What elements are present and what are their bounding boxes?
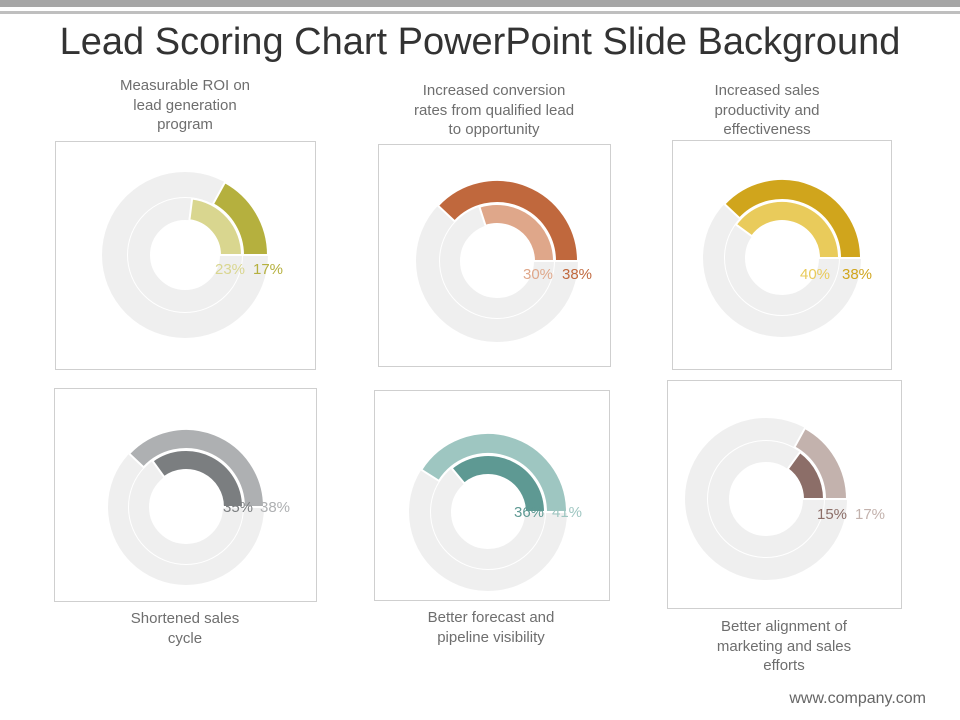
chart-panel-2: 30% 38% <box>378 144 611 367</box>
chart-3-caption: Increased sales productivity and effecti… <box>714 82 820 138</box>
chart-6-caption: Better alignment of marketing and sales … <box>716 618 852 674</box>
outer-value-label: 38% <box>260 499 290 516</box>
outer-value-label: 17% <box>253 261 283 278</box>
inner-value-label: 23% <box>215 261 245 278</box>
chart-5-caption: Better forecast and pipeline visibility <box>427 609 555 646</box>
inner-segment <box>734 200 841 259</box>
chart-panel-6: 15% 17% <box>667 380 902 609</box>
chart-2-caption: Increased conversion rates from qualifie… <box>413 82 575 138</box>
chart-panel-5: 36% 41% <box>374 390 610 601</box>
inner-value-label: 40% <box>800 266 830 283</box>
inner-segment <box>478 203 556 262</box>
chart-panel-3: 40% 38% <box>672 140 892 370</box>
inner-segment <box>450 454 547 513</box>
donut-chart-5: 36% 41% <box>409 432 582 591</box>
top-decor-line <box>0 11 960 14</box>
top-decor-bar <box>0 0 960 7</box>
inner-segment <box>188 197 244 256</box>
footer-url: www.company.com <box>789 690 926 707</box>
inner-value-label: 30% <box>523 266 553 283</box>
chart-1-caption: Measurable ROI on lead generation progra… <box>119 77 251 133</box>
chart-4-caption: Shortened sales cycle <box>130 610 240 647</box>
outer-value-label: 38% <box>842 266 872 283</box>
outer-value-label: 41% <box>552 504 582 521</box>
outer-value-label: 38% <box>562 266 592 283</box>
inner-value-label: 35% <box>223 499 253 516</box>
donut-chart-2: 30% 38% <box>416 179 592 342</box>
slide-title: Lead Scoring Chart PowerPoint Slide Back… <box>59 21 901 63</box>
inner-value-label: 15% <box>817 506 847 523</box>
donut-chart-1: 23% 17% <box>102 172 283 338</box>
outer-value-label: 17% <box>855 506 885 523</box>
chart-panel-1: 23% 17% <box>55 141 316 370</box>
donut-chart-4: 35% 38% <box>108 428 290 585</box>
inner-value-label: 36% <box>514 504 544 521</box>
inner-segment <box>786 450 826 500</box>
chart-panel-4: 35% 38% <box>54 388 317 602</box>
inner-segment <box>151 449 245 508</box>
donut-chart-3: 40% 38% <box>703 178 872 337</box>
donut-chart-6: 15% 17% <box>685 418 885 580</box>
